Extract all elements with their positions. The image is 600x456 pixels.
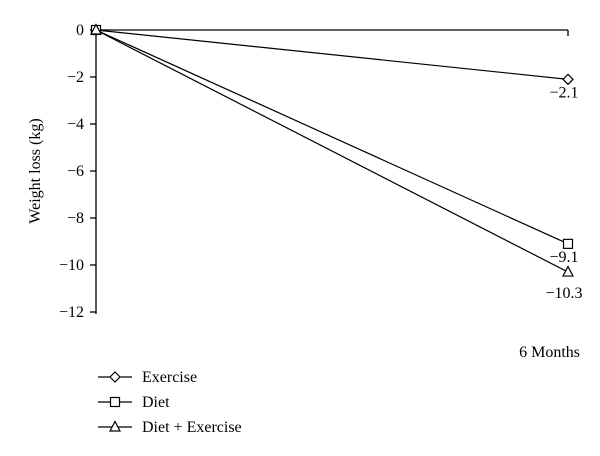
y-tick-label: −10 [59, 257, 84, 274]
legend-label: Diet + Exercise [142, 419, 242, 436]
legend-marker [109, 420, 121, 432]
y-tick-label: −8 [67, 210, 84, 227]
legend-item-diet-exercise: Diet + Exercise [98, 419, 242, 436]
data-labels: −2.1 −9.1 −10.3 [545, 84, 582, 302]
legend-item-diet: Diet [98, 394, 170, 411]
y-tick-label: −2 [67, 69, 84, 86]
data-point [90, 23, 102, 35]
legend-marker [109, 396, 121, 408]
y-tick-label: −6 [67, 163, 84, 180]
y-axis-title: Weight loss (kg) [27, 118, 44, 223]
legend-marker [109, 371, 121, 383]
y-tick-label: −4 [67, 116, 84, 133]
data-label: −9.1 [549, 249, 578, 266]
legend-label: Diet [142, 394, 170, 411]
data-label: −10.3 [545, 285, 582, 302]
series-diet [90, 24, 574, 249]
data-point [562, 238, 574, 249]
legend-item-exercise: Exercise [98, 369, 197, 386]
axes [95, 29, 569, 314]
y-ticks: 0 −2 −4 −6 −8 −10 −12 [59, 22, 96, 321]
legend: Exercise Diet Diet + Exercise [98, 369, 242, 436]
series-line [95, 29, 569, 245]
x-axis-title: 6 Months [519, 344, 580, 361]
data-point [562, 265, 574, 277]
y-tick-label: −12 [59, 304, 84, 321]
series-line [95, 29, 569, 80]
y-tick-label: 0 [76, 22, 84, 39]
data-point [562, 73, 574, 86]
series-exercise [90, 24, 574, 86]
series-diet-exercise [90, 23, 574, 277]
series-line [95, 29, 569, 273]
legend-label: Exercise [142, 369, 197, 386]
series-group [90, 23, 574, 277]
data-label: −2.1 [549, 84, 578, 101]
